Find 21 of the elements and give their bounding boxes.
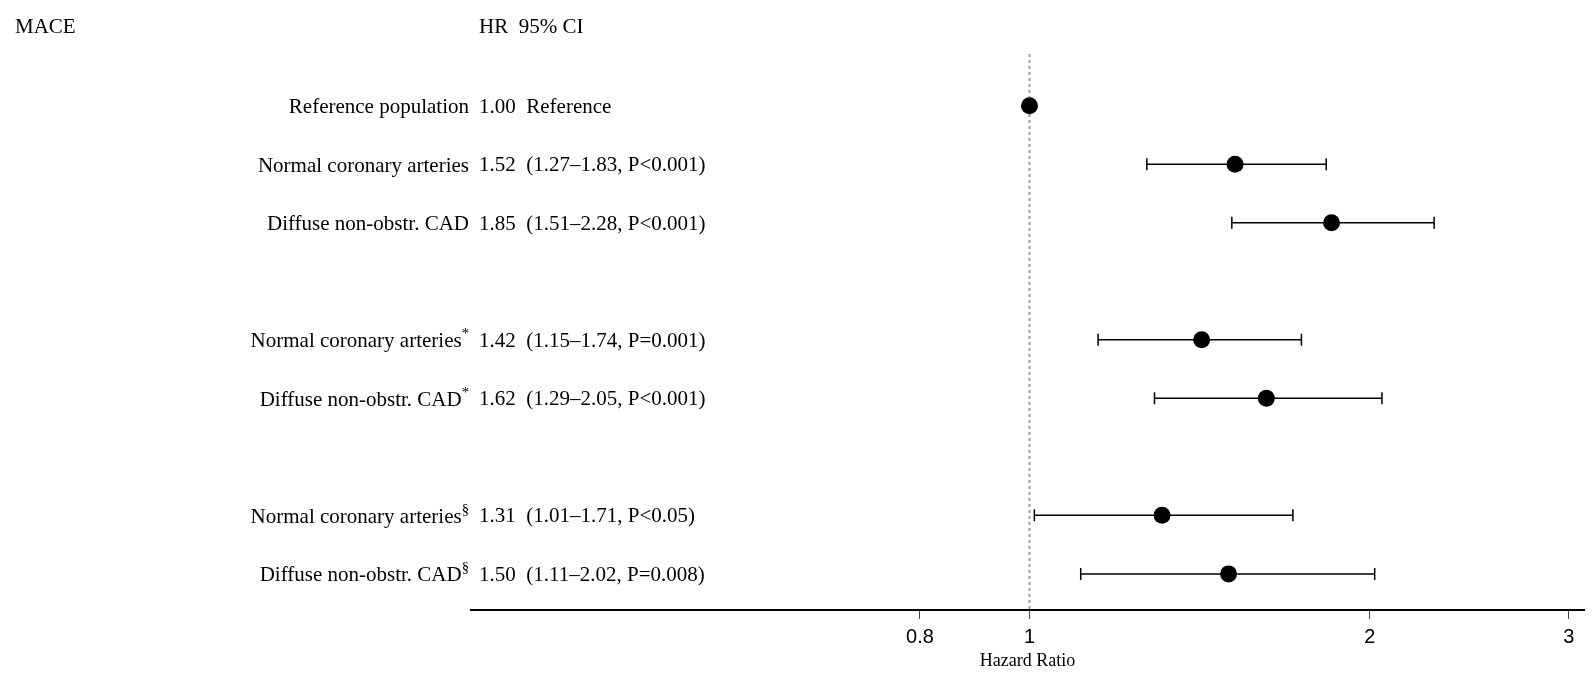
y-tick-label: Normal coronary arteries$^{§}$ bbox=[250, 500, 469, 528]
x-tick-label: 3 bbox=[1563, 624, 1575, 647]
y-tick-label: Reference population bbox=[288, 94, 470, 118]
x-tick-label: 2 bbox=[1364, 624, 1376, 647]
y-tick-label: Diffuse non-obstr. CAD$^{§}$ bbox=[259, 559, 469, 587]
y-tick-label: Diffuse non-obstr. CAD bbox=[266, 211, 469, 236]
annotation: 1.00 Reference bbox=[479, 94, 612, 118]
annotation: 1.50 (1.11–2.02, P=0.008) bbox=[479, 562, 705, 586]
x-axis-title: Hazard Ratio bbox=[979, 650, 1076, 671]
y-tick-label: Diffuse non-obstr. CAD$^{*}$ bbox=[259, 383, 469, 411]
annotation: 1.31 (1.01–1.71, P<0.05) bbox=[479, 503, 696, 527]
x-tick-label: 0.8 bbox=[906, 624, 934, 647]
x-tick-label: 1 bbox=[1023, 624, 1036, 647]
text: MACE bbox=[15, 14, 76, 38]
text: HR 95% CI bbox=[479, 14, 584, 38]
annotation: 1.42 (1.15–1.74, P=0.001) bbox=[479, 328, 706, 352]
annotation: 1.62 (1.29–2.05, P<0.001) bbox=[479, 386, 706, 410]
annotation: 1.85 (1.51–2.28, P<0.001) bbox=[479, 211, 706, 235]
y-tick-label: Normal coronary arteries bbox=[257, 152, 469, 177]
y-tick-label: Normal coronary arteries$^{*}$ bbox=[250, 325, 469, 353]
annotation: 1.52 (1.27–1.83, P<0.001) bbox=[479, 152, 706, 176]
